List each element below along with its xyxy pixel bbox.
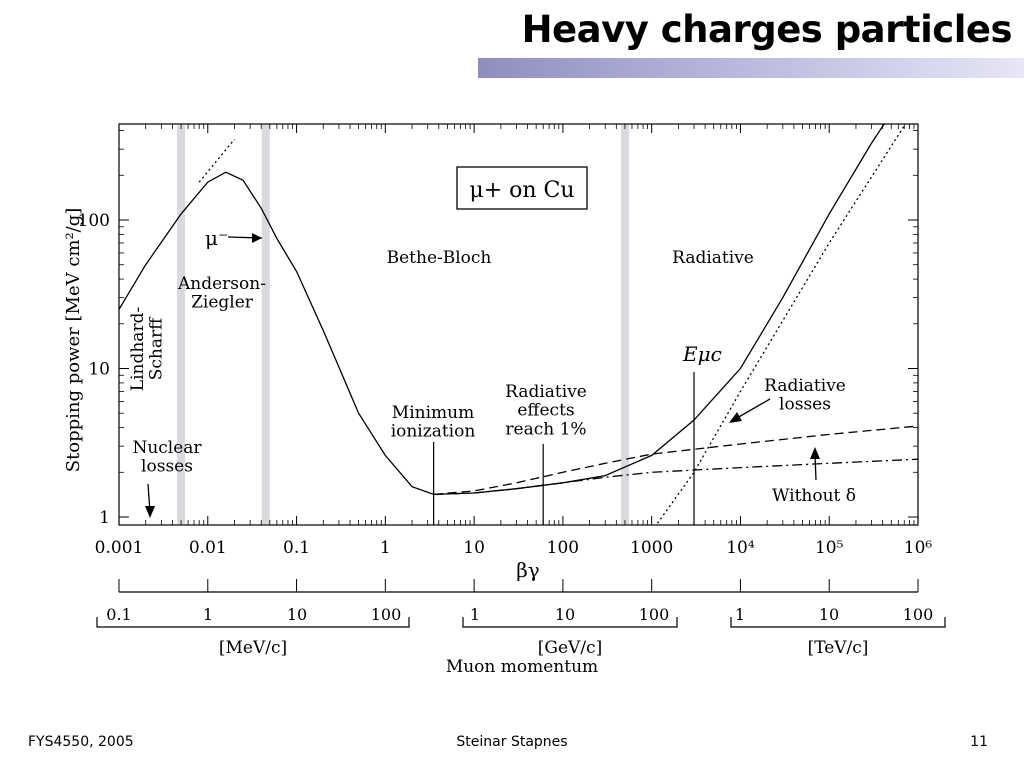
momentum-bracket-2: [730, 617, 946, 628]
radiative-losses-arrowhead: [729, 412, 742, 423]
momentum-unit-label: [MeV/c]: [219, 638, 287, 658]
region-label-anderson: Anderson-Ziegler: [177, 274, 266, 313]
momentum-tick-label: 100: [639, 605, 670, 624]
x-tick-label: 10: [463, 538, 485, 558]
x-tick-label: 0.1: [283, 538, 310, 558]
curves: [119, 124, 918, 525]
nuclear-losses-arrowhead: [145, 506, 155, 518]
momentum-tick-label: 100: [371, 605, 402, 624]
title-accent-bar: [478, 58, 1024, 78]
region-label-radiative: Radiative: [672, 248, 754, 268]
x-tick-label: 100: [547, 538, 579, 558]
momentum-tick-label: 1: [203, 605, 213, 624]
momentum-unit-label: [GeV/c]: [538, 638, 602, 658]
x-tick-label: 10⁶: [904, 538, 933, 558]
e-mu-c-label: Eμc: [682, 342, 722, 366]
x-tick-label: 10⁵: [815, 538, 844, 558]
curve-solid-0: [119, 124, 885, 496]
y-tick-label: 1: [99, 508, 110, 528]
x-tick-label: 0.01: [189, 538, 227, 558]
without-delta-arrow: [814, 454, 817, 481]
chart-labels: 0.001 0.01 0.1 1 10 100 1000 10⁴ 10⁵ 10⁶ 1 10 100 βγ S…: [63, 166, 933, 582]
momentum-tick-label: 10: [819, 605, 839, 624]
momentum-tick-label: 10: [287, 605, 307, 624]
x-axis-label: βγ: [516, 558, 540, 582]
curve-dash-dot-2: [433, 458, 918, 496]
curve-dotted-4: [198, 138, 236, 183]
without-delta-label: Without δ: [772, 486, 856, 506]
radiative-losses-label: Radiative losses: [764, 376, 846, 415]
momentum-tick-label: 1: [470, 605, 480, 624]
region-band-0: [177, 125, 186, 524]
momentum-tick-label: 10: [555, 605, 575, 624]
title-box: [456, 166, 588, 210]
footer-page-number: 11: [970, 734, 988, 750]
momentum-tick-label: 100: [903, 605, 934, 624]
chart-title: μ+ on Cu: [469, 178, 574, 203]
curve-dotted-3: [655, 124, 907, 525]
min-ionization-label: Minimum ionization: [391, 403, 476, 442]
x-tick-label: 1: [380, 538, 391, 558]
momentum-bracket-0: [96, 617, 410, 628]
y-tick-label: 100: [78, 211, 110, 231]
footer-course: FYS4550, 2005: [28, 734, 134, 750]
momentum-tick-label: 1: [735, 605, 745, 624]
mu-minus-label: μ⁻: [205, 226, 229, 250]
momentum-tick-label: 0.1: [106, 605, 131, 624]
x-tick-label: 1000: [630, 538, 673, 558]
y-axis-label: Stopping power [MeV cm²/g]: [63, 208, 84, 473]
radiative-effects-label: Radiative effects reach 1%: [505, 382, 587, 439]
region-label-bethe: Bethe-Bloch: [387, 248, 492, 268]
region-label-lindhard: Lindhard-Scharff: [128, 307, 167, 391]
momentum-axis: 0.1 1 10 100 [MeV/c] 1 10 100 [GeV/c] 1 10 100 [TeV/…: [96, 579, 946, 677]
x-tick-label: 10⁴: [726, 538, 755, 558]
momentum-axis-label: Muon momentum: [446, 657, 598, 677]
without-delta-arrowhead: [810, 447, 820, 459]
region-band-2: [620, 125, 629, 524]
slide-title: Heavy charges particles: [521, 8, 1013, 51]
region-band-1: [261, 125, 270, 524]
radiative-losses-arrow: [736, 398, 771, 419]
region-bands: [177, 125, 629, 524]
footer-author: Steinar Stapnes: [456, 734, 568, 750]
mu-minus-arrowhead: [252, 233, 262, 243]
momentum-unit-label: [TeV/c]: [808, 638, 869, 658]
y-tick-label: 10: [88, 360, 110, 380]
momentum-bracket-1: [462, 617, 678, 628]
nuclear-losses-label: Nuclear losses: [132, 438, 202, 477]
x-tick-label: 0.001: [95, 538, 144, 558]
plot-frame: [118, 123, 919, 526]
curve-dashed-1: [433, 425, 918, 496]
